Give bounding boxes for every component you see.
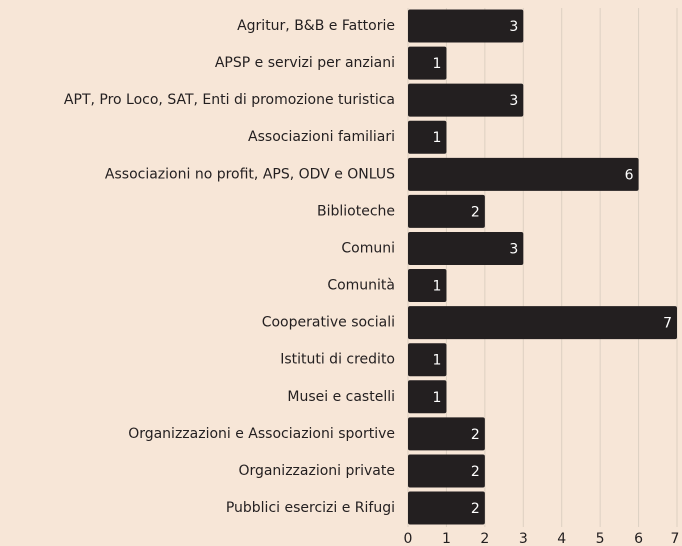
x-tick-label: 0: [404, 531, 413, 546]
x-tick-label: 2: [480, 531, 489, 546]
y-tick-label: Istituti di credito: [280, 352, 395, 368]
bar: [408, 454, 485, 488]
x-tick-label: 7: [671, 531, 680, 546]
value-label: 3: [509, 241, 518, 257]
bar: [408, 491, 485, 525]
x-tick-label: 5: [596, 531, 605, 546]
y-tick-label: Cooperative sociali: [262, 315, 395, 331]
y-tick-label: APT, Pro Loco, SAT, Enti di promozione t…: [64, 92, 395, 108]
value-label: 1: [433, 353, 442, 369]
x-tick-label: 3: [519, 531, 528, 546]
y-tick-label: Pubblici esercizi e Rifugi: [226, 500, 395, 516]
value-label: 1: [433, 390, 442, 406]
x-tick-label: 1: [442, 531, 451, 546]
x-tick-label: 4: [557, 531, 566, 546]
bar: [408, 269, 447, 303]
bar: [408, 9, 524, 43]
y-tick-label: Agritur, B&B e Fattorie: [237, 18, 395, 34]
value-label: 2: [471, 501, 480, 517]
value-label: 7: [663, 316, 672, 332]
value-label: 3: [509, 19, 518, 35]
bar: [408, 83, 524, 117]
bar: [408, 157, 639, 191]
bar: [408, 417, 485, 451]
x-tick-label: 6: [634, 531, 643, 546]
value-label: 1: [433, 130, 442, 146]
value-label: 1: [433, 56, 442, 72]
value-label: 1: [433, 279, 442, 295]
value-label: 2: [471, 204, 480, 220]
value-label: 3: [509, 93, 518, 109]
value-label: 2: [471, 427, 480, 443]
value-label: 6: [625, 167, 634, 183]
bar: [408, 46, 447, 80]
y-tick-label: Associazioni no profit, APS, ODV e ONLUS: [105, 166, 395, 182]
y-tick-label: Associazioni familiari: [248, 129, 395, 145]
y-tick-label: Comuni: [341, 240, 395, 256]
y-tick-label: Organizzazioni e Associazioni sportive: [128, 426, 395, 442]
bar: [408, 120, 447, 154]
value-label: 2: [471, 464, 480, 480]
bar: [408, 380, 447, 414]
y-tick-label: APSP e servizi per anziani: [215, 55, 395, 71]
y-tick-label: Biblioteche: [317, 203, 395, 219]
y-tick-label: Organizzazioni private: [238, 463, 395, 479]
bar: [408, 231, 524, 265]
bar: [408, 343, 447, 377]
bar: [408, 306, 677, 340]
y-tick-label: Comunità: [327, 278, 395, 294]
bar: [408, 194, 485, 228]
y-tick-label: Musei e castelli: [287, 389, 395, 405]
